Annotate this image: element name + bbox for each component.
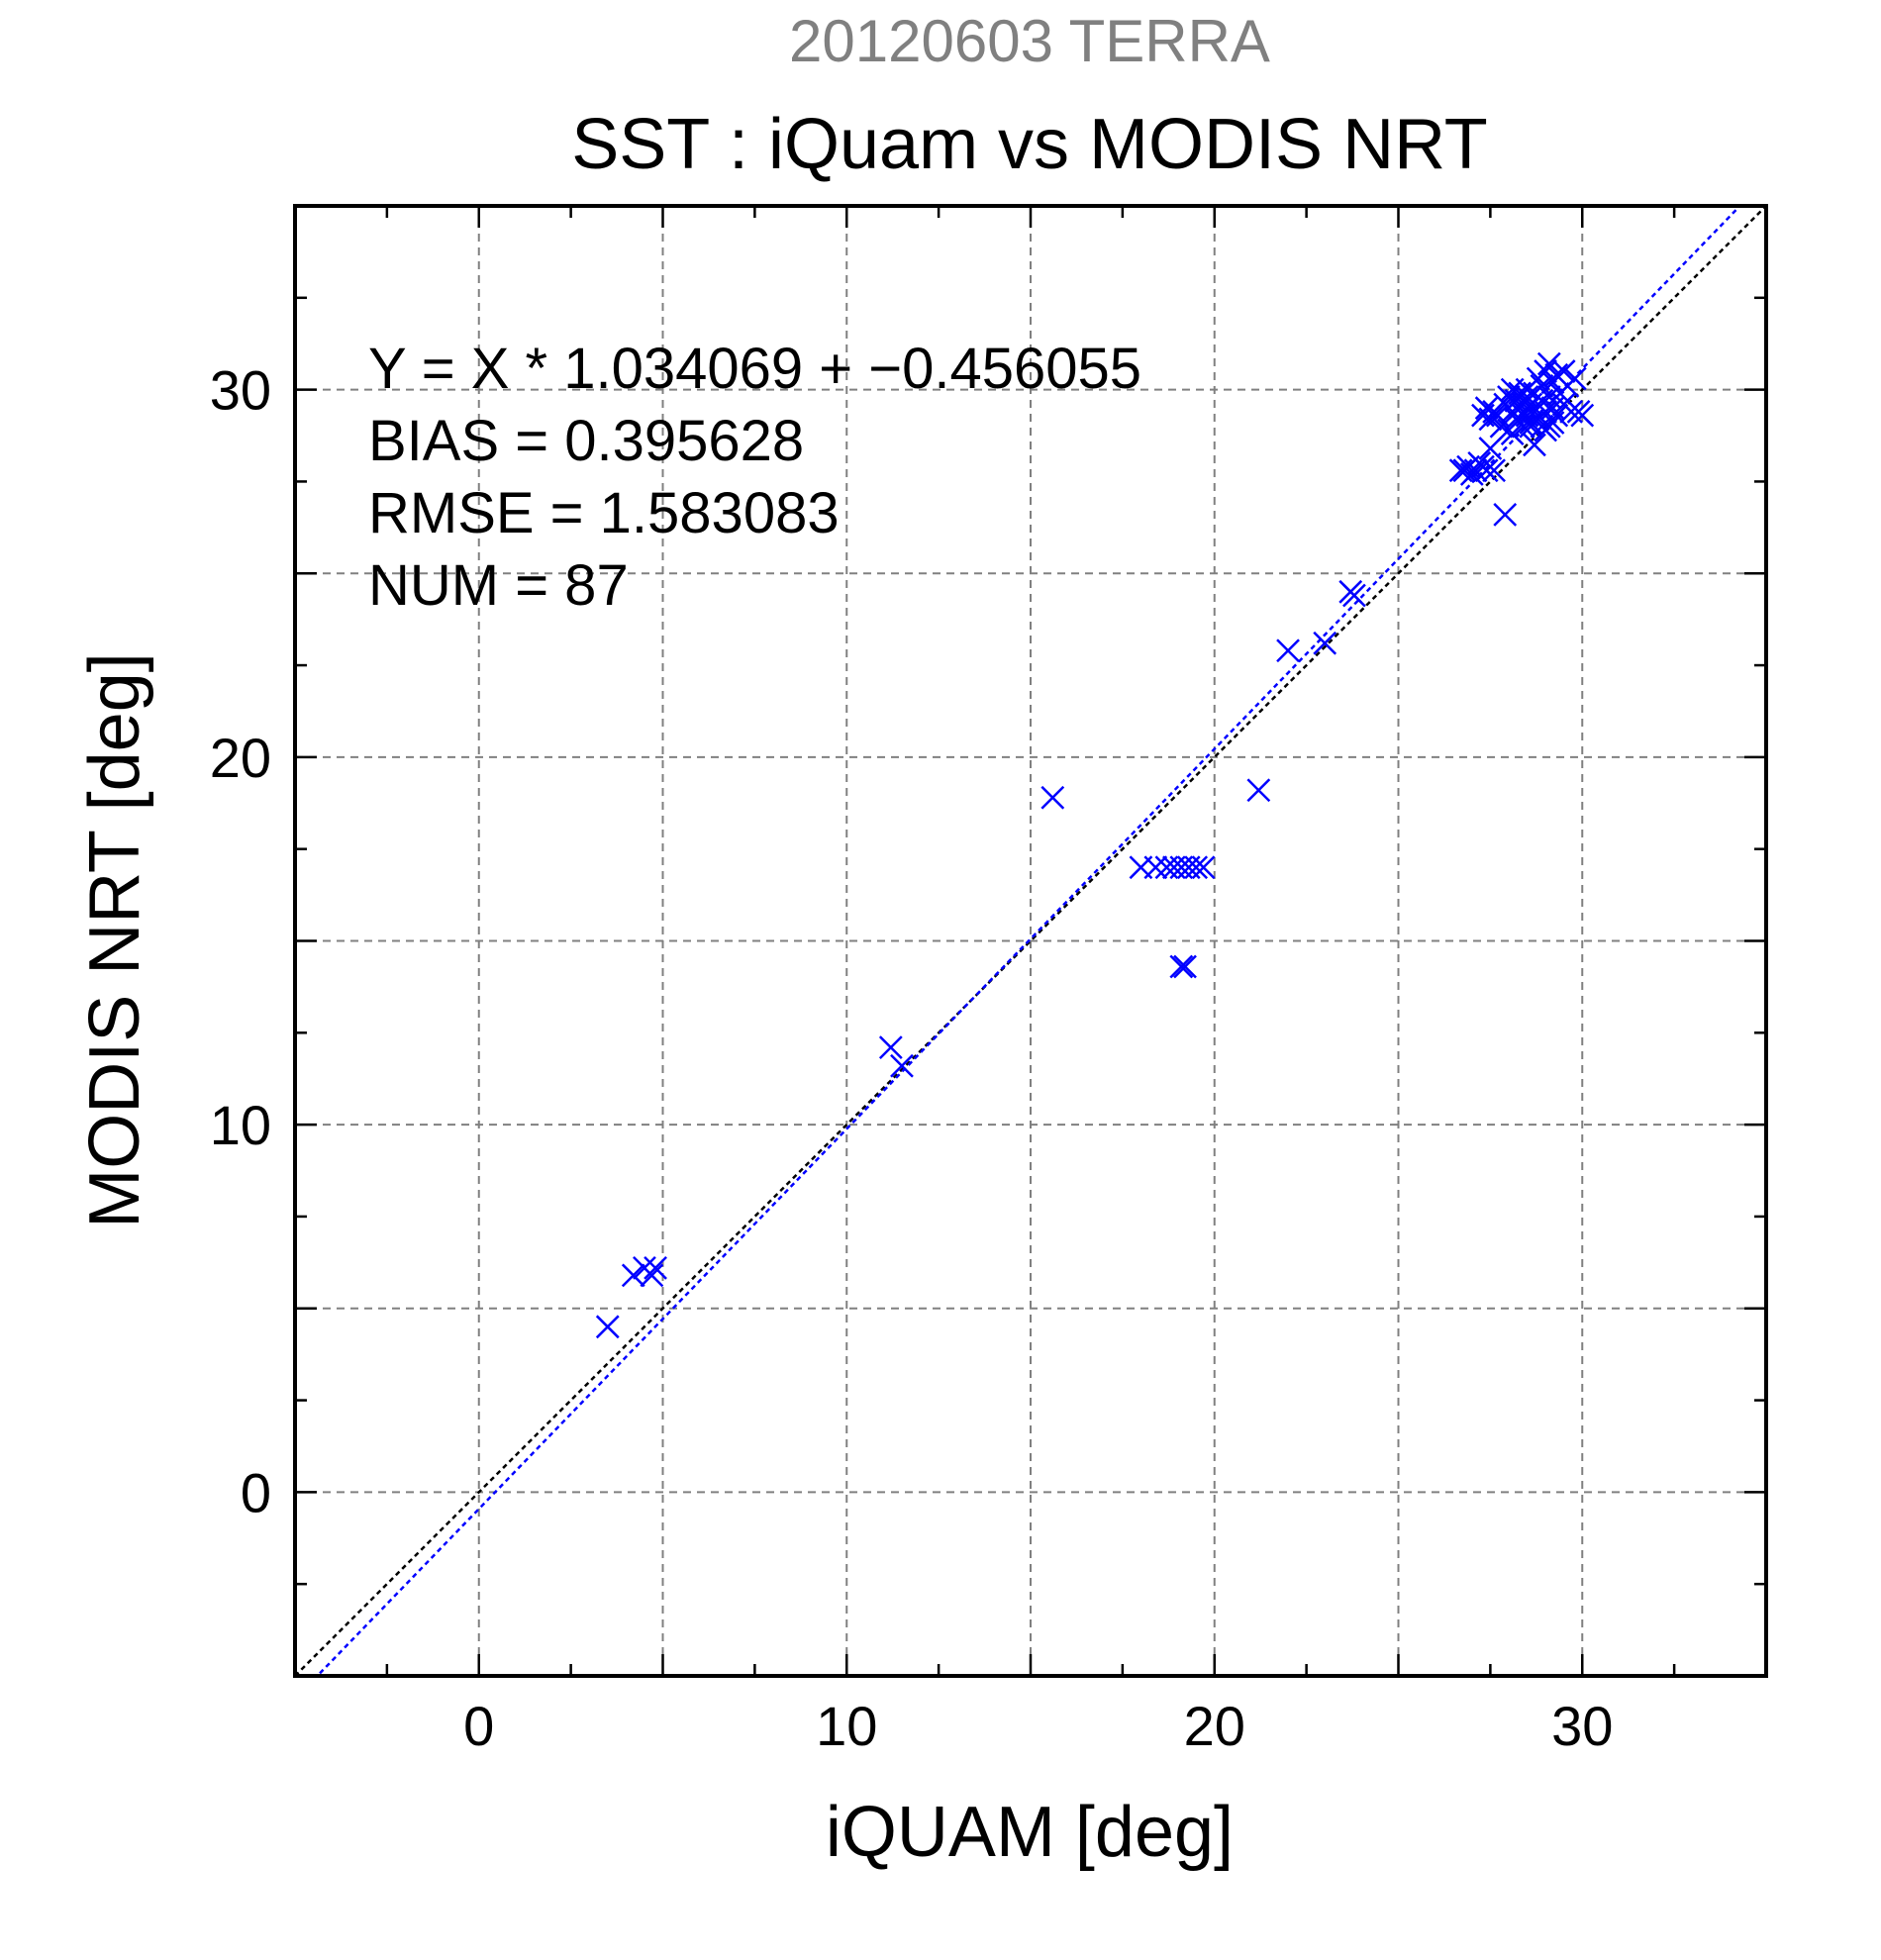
data-point bbox=[1184, 855, 1209, 880]
plot-frame bbox=[293, 204, 1768, 1678]
stats-line-equation: Y = X * 1.034069 + −0.456055 bbox=[368, 337, 1141, 401]
data-point bbox=[1489, 414, 1514, 439]
x-axis-label: iQUAM [deg] bbox=[826, 1793, 1234, 1872]
data-point bbox=[1493, 502, 1518, 527]
identity-line bbox=[295, 206, 1766, 1676]
x-tick-label: 20 bbox=[1184, 1695, 1245, 1757]
data-point bbox=[1519, 414, 1543, 439]
y-tick-label: 30 bbox=[210, 359, 271, 422]
data-point bbox=[1570, 403, 1595, 428]
y-tick-label: 20 bbox=[210, 727, 271, 789]
chart-supertitle: 20120603 TERRA bbox=[789, 8, 1270, 74]
stats-box: Y = X * 1.034069 + −0.456055 BIAS = 0.39… bbox=[368, 337, 1141, 618]
data-point bbox=[878, 1035, 903, 1060]
y-axis-label: MODIS NRT [deg] bbox=[75, 652, 154, 1228]
data-point bbox=[640, 1263, 664, 1288]
data-point bbox=[1482, 458, 1506, 483]
data-point bbox=[1169, 954, 1194, 979]
data-point bbox=[1474, 458, 1499, 483]
data-point bbox=[1544, 403, 1569, 428]
data-point bbox=[1463, 458, 1488, 483]
x-tick-label: 10 bbox=[816, 1695, 877, 1757]
stats-line-rmse: RMSE = 1.583083 bbox=[368, 481, 840, 545]
data-points bbox=[595, 351, 1595, 1339]
data-point bbox=[1551, 359, 1576, 383]
x-tick-label: 30 bbox=[1551, 1695, 1613, 1757]
data-point bbox=[1500, 422, 1525, 446]
data-point bbox=[1515, 377, 1539, 402]
plot-area bbox=[295, 206, 1766, 1676]
data-point bbox=[1342, 583, 1366, 608]
data-point bbox=[890, 1053, 914, 1078]
tick-labels: 0 10 20 30 0 10 20 30 bbox=[210, 359, 1614, 1757]
stats-line-bias: BIAS = 0.395628 bbox=[368, 409, 804, 473]
stats-line-num: NUM = 87 bbox=[368, 553, 629, 618]
data-point bbox=[1536, 351, 1561, 376]
chart-title: SST : iQuam vs MODIS NRT bbox=[571, 105, 1488, 184]
data-point bbox=[1246, 778, 1271, 803]
data-point bbox=[1313, 631, 1337, 655]
x-tick-label: 0 bbox=[463, 1695, 494, 1757]
data-point bbox=[1040, 785, 1065, 810]
data-point bbox=[1523, 433, 1546, 457]
y-tick-label: 0 bbox=[241, 1461, 271, 1523]
y-tick-label: 10 bbox=[210, 1094, 271, 1156]
data-point bbox=[595, 1315, 620, 1339]
data-point bbox=[1534, 418, 1557, 442]
data-point bbox=[1511, 403, 1535, 428]
data-point bbox=[1478, 437, 1503, 460]
data-point bbox=[1515, 385, 1539, 409]
data-point bbox=[644, 1256, 667, 1280]
grid bbox=[295, 206, 1766, 1676]
data-point bbox=[1143, 855, 1168, 880]
data-point bbox=[1191, 855, 1216, 880]
data-point bbox=[1276, 638, 1300, 663]
data-point bbox=[1562, 366, 1587, 391]
data-point bbox=[621, 1263, 645, 1288]
data-point bbox=[1173, 954, 1197, 979]
